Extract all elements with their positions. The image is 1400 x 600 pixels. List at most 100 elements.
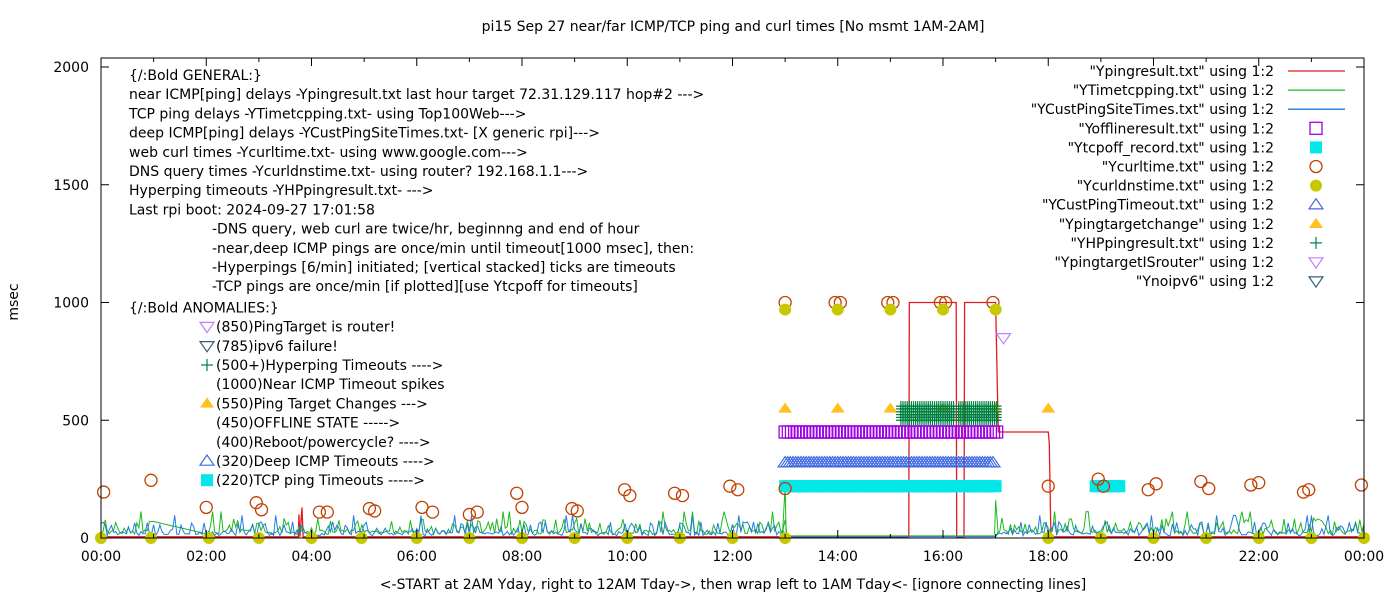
- marker-ycurltime-txt: [1096, 479, 1111, 493]
- legend-label: "Ynoipv6" using 1:2: [1136, 274, 1274, 290]
- y-tick-label: 2000: [53, 60, 89, 76]
- anomaly-marker-icon: [198, 341, 216, 353]
- legend-label: "YpingtargetISrouter" using 1:2: [1054, 255, 1274, 271]
- marker-ypingtargetchange: [883, 402, 898, 413]
- x-tick-label: 00:00: [1344, 549, 1384, 565]
- anomaly-note: (850)PingTarget is router!: [216, 320, 395, 336]
- marker-ycurltime-txt: [1244, 478, 1258, 492]
- legend-label: "YCustPingTimeout.txt" using 1:2: [1042, 198, 1274, 214]
- indented-note: -DNS query, web curl are twice/hr, begin…: [212, 222, 640, 238]
- marker-ycurltime-txt: [675, 488, 690, 503]
- anomalies-header: {/:Bold ANOMALIES:}: [129, 300, 279, 316]
- marker-ycurltime-txt: [1041, 479, 1055, 493]
- legend-marker-icon: [1309, 159, 1323, 174]
- anomaly-note: (320)Deep ICMP Timeouts ---->: [216, 454, 435, 470]
- marker-ycurltime-txt: [425, 505, 440, 519]
- marker-ypingtargetchange: [1041, 402, 1056, 413]
- markers-layer: [95, 295, 1370, 544]
- general-note: Hyperping timeouts -YHPpingresult.txt- -…: [129, 183, 434, 199]
- tcp-edge: [781, 486, 787, 535]
- marker-ycurltime-txt: [312, 505, 327, 519]
- legend-label: "YTimetcpping.txt" using 1:2: [1073, 83, 1274, 99]
- x-tick-label: 04:00: [291, 549, 331, 565]
- marker-ycurltime-txt: [1202, 481, 1216, 496]
- marker-ycurltime-txt: [1194, 474, 1208, 489]
- legend-label: "YHPpingresult.txt" using 1:2: [1070, 236, 1274, 252]
- marker-ycurltime-txt: [570, 504, 584, 518]
- marker-ycurltime-txt: [144, 473, 158, 487]
- general-note: Last rpi boot: 2024-09-27 17:01:58: [129, 202, 375, 218]
- general-note: {/:Bold GENERAL:}: [129, 68, 262, 84]
- anomaly-marker-icon: [201, 359, 213, 371]
- x-tick-label: 00:00: [81, 549, 121, 565]
- marker-ycurltime-txt: [515, 500, 529, 515]
- marker-yofflineresult-txt: [990, 425, 1004, 439]
- marker-ycurltime-txt: [1354, 478, 1369, 492]
- x-tick-label: 14:00: [818, 549, 858, 565]
- y-tick-label: 0: [80, 531, 89, 547]
- marker-ycustpingtimeout-txt: [984, 455, 1002, 468]
- marker-ytcpoff-record-txt: [989, 480, 1002, 493]
- y-tick-label: 1500: [53, 178, 89, 194]
- legend-label: "Ycurldnstime.txt" using 1:2: [1077, 179, 1274, 195]
- general-note: near ICMP[ping] delays -Ypingresult.txt …: [129, 87, 704, 103]
- legend-label: "Ytcpoff_record.txt" using 1:2: [1068, 140, 1274, 156]
- legend-marker-icon: [1309, 217, 1323, 228]
- x-tick-label: 12:00: [712, 549, 752, 565]
- marker-ycurltime-txt: [254, 503, 269, 517]
- anomaly-note: (450)OFFLINE STATE ----->: [216, 416, 400, 432]
- x-tick-label: 18:00: [1028, 549, 1068, 565]
- anomaly-marker-icon: [200, 397, 214, 408]
- legend-label: "Ycurltime.txt" using 1:2: [1102, 160, 1274, 176]
- marker-ytcpoff-record-txt: [1113, 480, 1126, 493]
- legend-marker-icon: [1310, 236, 1322, 249]
- anomaly-note: (500+)Hyperping Timeouts ---->: [216, 358, 443, 374]
- marker-ycurltime-txt: [199, 500, 213, 515]
- general-note: TCP ping delays -YTimetcpping.txt- using…: [128, 106, 526, 122]
- legend-marker-icon: [1310, 179, 1322, 192]
- marker-ycurldnstime-txt: [989, 303, 1002, 316]
- legend: "Ypingresult.txt" using 1:2 "YTimetcpping…: [1031, 64, 1345, 290]
- marker-ycurldnstime-txt: [884, 303, 897, 316]
- anomaly-note: (550)Ping Target Changes --->: [216, 396, 428, 412]
- legend-marker-icon: [1309, 121, 1323, 135]
- indented-note: -TCP pings are once/min [if plotted][use…: [212, 279, 638, 295]
- marker-ycurltime-txt: [462, 507, 477, 522]
- marker-ycurltime-txt: [367, 504, 382, 518]
- anomaly-note: (1000)Near ICMP Timeout spikes: [216, 377, 445, 393]
- marker-ycurltime-txt: [96, 485, 111, 499]
- x-tick-label: 16:00: [923, 549, 963, 565]
- anomaly-marker-icon: [198, 453, 216, 466]
- legend-label: "Ypingtargetchange" using 1:2: [1059, 217, 1274, 233]
- anomaly-marker-icon: [198, 321, 216, 334]
- marker-ycurldnstime-txt: [937, 303, 949, 316]
- anomaly-note: (785)ipv6 failure!: [216, 339, 338, 355]
- general-note: deep ICMP[ping] delays -YCustPingSiteTim…: [129, 126, 600, 142]
- notes-layer: {/:Bold GENERAL:} near ICMP[ping] delays …: [128, 68, 704, 489]
- marker-ypingtargetisrouter: [995, 333, 1012, 345]
- legend-marker-icon: [1307, 197, 1325, 210]
- general-note: DNS query times -Ycurldnstime.txt- using…: [129, 164, 588, 180]
- general-note: web curl times -Ycurltime.txt- using www…: [129, 145, 528, 161]
- y-axis-label: msec: [6, 283, 22, 320]
- anomaly-marker-icon: [201, 474, 213, 487]
- legend-marker-icon: [1307, 276, 1325, 289]
- indented-note: -Hyperpings [6/min] initiated; [vertical…: [212, 260, 676, 276]
- x-tick-label: 22:00: [1239, 549, 1279, 565]
- chart-title: pi15 Sep 27 near/far ICMP/TCP ping and c…: [482, 19, 985, 35]
- marker-ycurltime-txt: [320, 505, 334, 519]
- x-axis-label: <-START at 2AM Yday, right to 12AM Tday-…: [380, 577, 1086, 593]
- x-tick-label: 02:00: [186, 549, 226, 565]
- indented-note: -near,deep ICMP pings are once/min until…: [212, 241, 694, 257]
- x-tick-label: 10:00: [607, 549, 647, 565]
- marker-ycurltime-txt: [623, 488, 637, 503]
- x-tick-label: 08:00: [502, 549, 542, 565]
- marker-ycurltime-txt: [1252, 476, 1266, 490]
- y-tick-label: 500: [62, 413, 89, 429]
- marker-ycurltime-txt: [470, 505, 484, 519]
- legend-label: "YCustPingSiteTimes.txt" using 1:2: [1031, 102, 1274, 118]
- marker-ycurldnstime-txt: [831, 303, 844, 316]
- legend-marker-icon: [1307, 257, 1325, 270]
- legend-marker-icon: [1310, 141, 1322, 154]
